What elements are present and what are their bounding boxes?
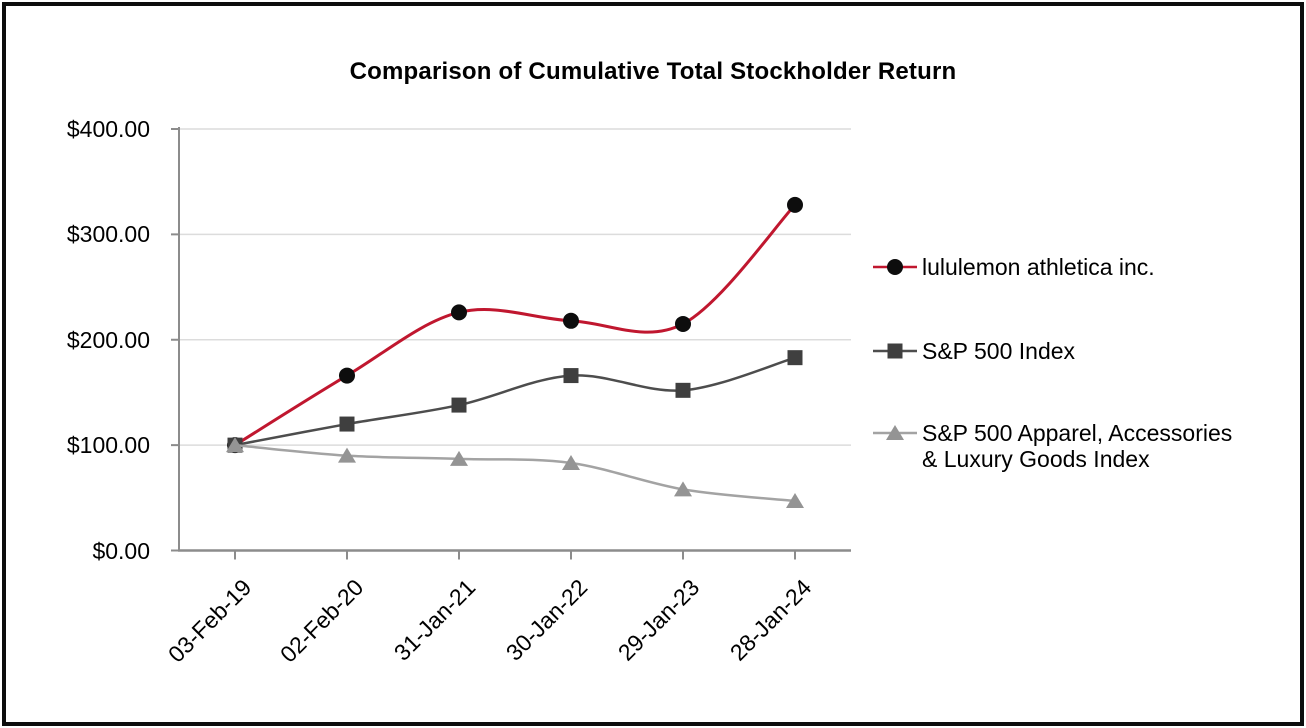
circle-marker — [787, 196, 803, 213]
y-tick-label: $300.00 — [66, 221, 150, 248]
triangle-marker — [562, 455, 580, 471]
square-marker — [675, 382, 691, 398]
circle-marker — [675, 315, 691, 332]
y-tick-label: $0.00 — [92, 537, 150, 564]
legend-item: S&P 500 Index — [873, 338, 1075, 364]
triangle-marker — [226, 437, 244, 453]
legend-item: S&P 500 Apparel, Accessories & Luxury Go… — [873, 420, 1252, 472]
square-marker — [787, 350, 803, 366]
square-marker — [339, 416, 355, 432]
series-line-1 — [234, 203, 797, 447]
y-tick-label: $100.00 — [66, 432, 150, 459]
legend-item: lululemon athletica inc. — [873, 254, 1155, 280]
square-marker — [451, 397, 467, 413]
legend-label: S&P 500 Index — [922, 338, 1076, 364]
series-line-3 — [234, 443, 796, 503]
legend-circle-icon — [873, 259, 917, 275]
square-marker — [563, 368, 579, 384]
triangle-marker — [338, 447, 356, 463]
triangle-marker — [450, 450, 468, 466]
triangle-marker — [786, 492, 804, 508]
chart-title: Comparison of Cumulative Total Stockhold… — [349, 58, 957, 85]
y-tick-label: $200.00 — [66, 326, 150, 353]
legend-triangle-icon — [873, 425, 917, 440]
legend-label: S&P 500 Apparel, Accessories & Luxury Go… — [922, 420, 1233, 472]
y-tick-label: $400.00 — [66, 116, 150, 142]
legend-label: lululemon athletica inc. — [922, 254, 1155, 280]
circle-marker — [451, 304, 467, 321]
circle-marker — [339, 367, 355, 384]
circle-marker — [563, 312, 579, 329]
legend-square-icon — [873, 343, 917, 359]
triangle-marker — [674, 481, 692, 497]
series-line-2 — [234, 356, 796, 447]
